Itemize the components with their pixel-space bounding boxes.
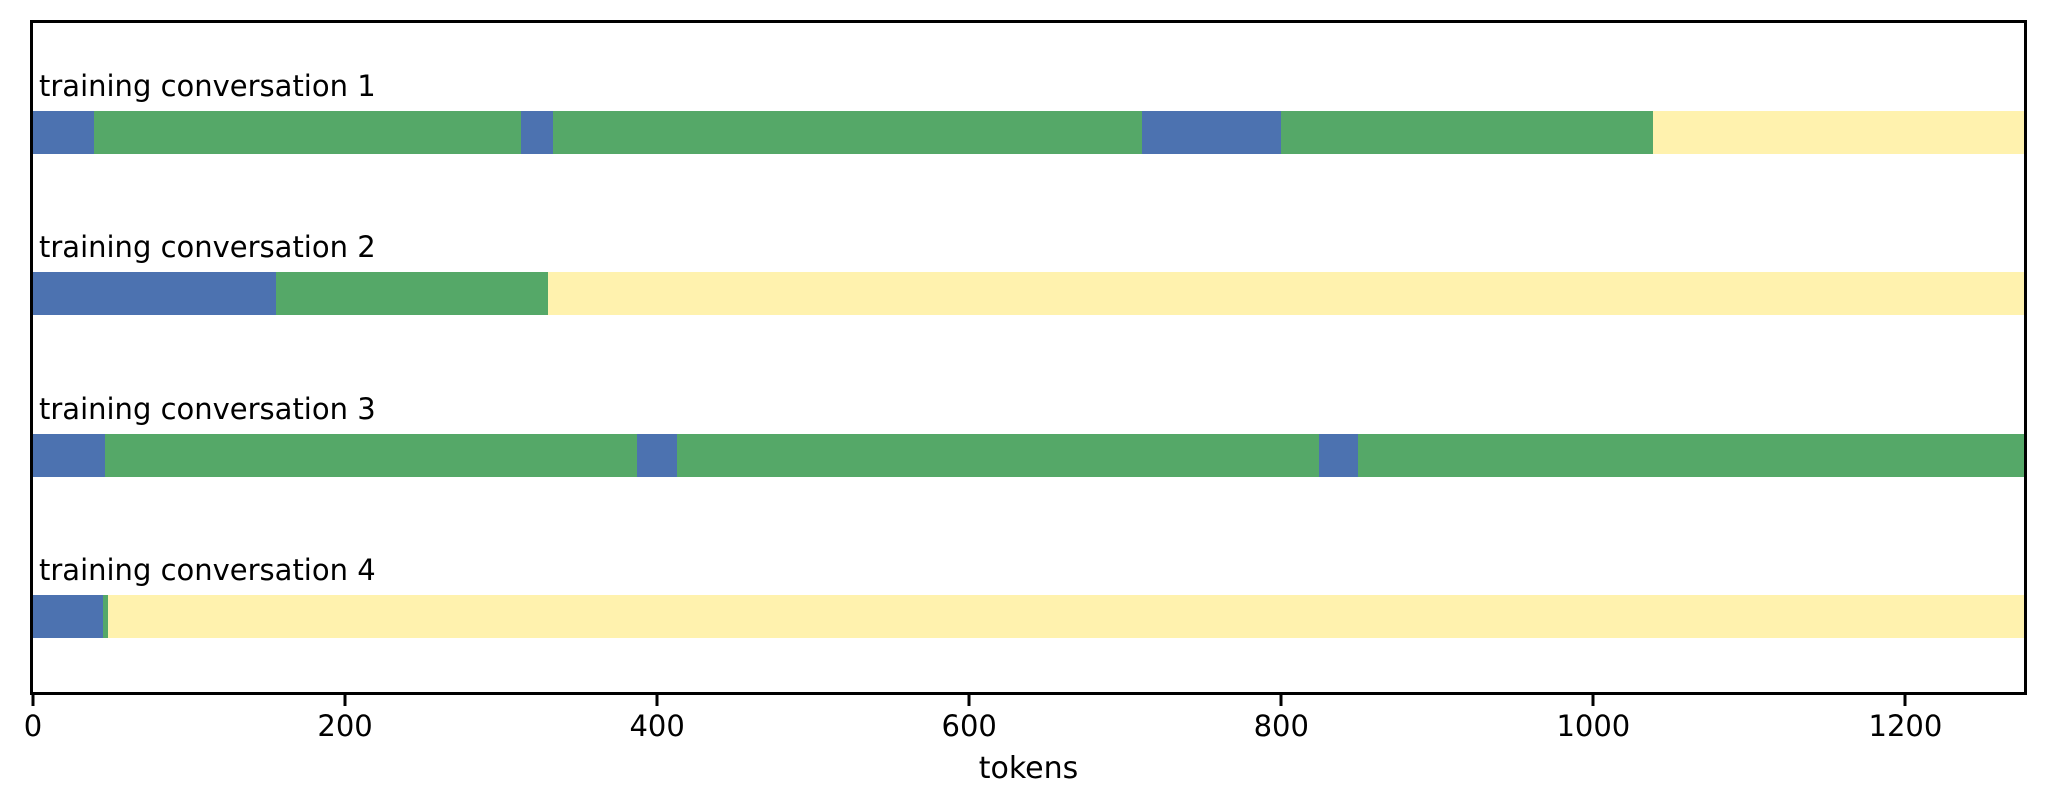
bar-segment-blue — [521, 111, 553, 154]
x-axis-title: tokens — [978, 751, 1079, 786]
stacked-bar-4 — [33, 595, 2025, 638]
x-tick-label-800: 800 — [1253, 709, 1309, 743]
bar-segment-blue — [33, 272, 277, 315]
bar-label-2: training conversation 2 — [39, 230, 376, 264]
bar-segment-green — [276, 272, 548, 315]
stacked-bar-1 — [33, 111, 2024, 154]
x-tick-label-600: 600 — [941, 709, 997, 743]
x-tick-mark-1000 — [1591, 695, 1595, 706]
bar-segment-yellow — [1652, 111, 2024, 154]
x-tick-label-0: 0 — [23, 709, 43, 743]
bar-segment-green — [93, 111, 522, 154]
bar-segment-blue — [636, 434, 678, 477]
x-tick-label-400: 400 — [629, 709, 685, 743]
bar-segment-green — [1281, 111, 1653, 154]
bar-segment-green — [103, 595, 108, 638]
bar-label-3: training conversation 3 — [39, 392, 376, 426]
x-tick-mark-800 — [1279, 695, 1283, 706]
bar-label-1: training conversation 1 — [39, 69, 376, 103]
bar-segment-green — [104, 434, 637, 477]
x-tick-mark-1200 — [1903, 695, 1907, 706]
bar-segment-blue — [33, 595, 104, 638]
bar-segment-green — [1357, 434, 2024, 477]
x-tick-mark-400 — [655, 695, 659, 706]
x-tick-mark-0 — [31, 695, 35, 706]
x-axis: tokens 0 200 400 600 800 1000 1200 — [24, 695, 2024, 805]
x-tick-label-200: 200 — [317, 709, 373, 743]
bar-segment-green — [677, 434, 1319, 477]
bar-label-4: training conversation 4 — [39, 553, 376, 587]
plot-area: training conversation 1 training conversa… — [30, 20, 2027, 695]
x-tick-label-1200: 1200 — [1868, 709, 1943, 743]
bar-segment-yellow — [547, 272, 2024, 315]
bar-segment-blue — [1318, 434, 1358, 477]
x-tick-mark-200 — [343, 695, 347, 706]
bar-segment-blue — [33, 434, 105, 477]
x-tick-label-1000: 1000 — [1556, 709, 1631, 743]
stacked-bar-2 — [33, 272, 2024, 315]
bar-segment-green — [552, 111, 1143, 154]
bar-segment-yellow — [107, 595, 2025, 638]
x-tick-mark-600 — [967, 695, 971, 706]
stacked-bar-3 — [33, 434, 2024, 477]
bar-segment-blue — [33, 111, 94, 154]
bar-segment-blue — [1142, 111, 1282, 154]
